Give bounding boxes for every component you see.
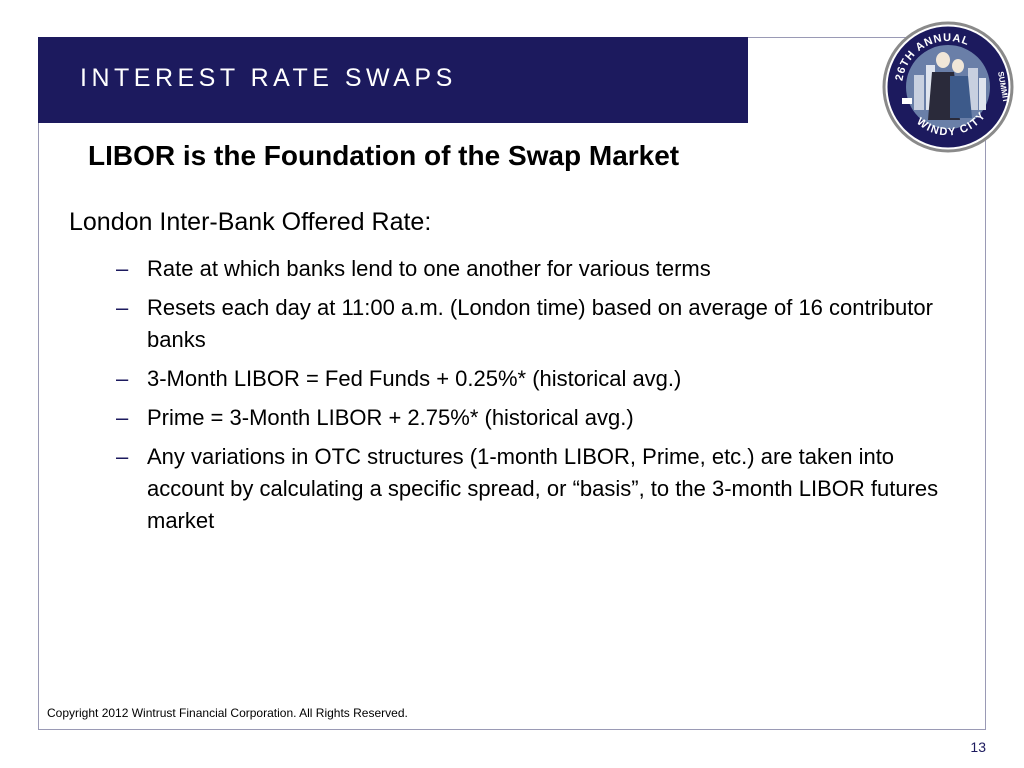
dash-marker: –	[116, 366, 129, 391]
dash-marker: –	[116, 405, 129, 430]
list-item: – Resets each day at 11:00 a.m. (London …	[116, 292, 966, 356]
dash-marker: –	[116, 256, 129, 281]
bullet-list: – Rate at which banks lend to one anothe…	[116, 253, 966, 544]
dash-marker: –	[116, 295, 129, 320]
header-band	[38, 37, 748, 123]
bullet-text: Resets each day at 11:00 a.m. (London ti…	[147, 295, 933, 352]
list-item: – Rate at which banks lend to one anothe…	[116, 253, 966, 285]
list-item: – Any variations in OTC structures (1-mo…	[116, 441, 966, 537]
bullet-text: Any variations in OTC structures (1-mont…	[147, 444, 939, 533]
page-number: 13	[970, 739, 986, 755]
copyright-footer: Copyright 2012 Wintrust Financial Corpor…	[47, 706, 408, 720]
lead-text: London Inter-Bank Offered Rate:	[69, 208, 432, 236]
header-title: INTEREST RATE SWAPS	[80, 64, 457, 92]
windy-city-summit-logo-icon: 26TH ANNUAL WINDY CITY SUMMIT	[882, 21, 1014, 153]
list-item: – 3-Month LIBOR = Fed Funds + 0.25%* (hi…	[116, 363, 966, 395]
list-item: – Prime = 3-Month LIBOR + 2.75%* (histor…	[116, 402, 966, 434]
bullet-text: Rate at which banks lend to one another …	[147, 256, 711, 281]
dash-marker: –	[116, 444, 129, 469]
bullet-text: 3-Month LIBOR = Fed Funds + 0.25%* (hist…	[147, 366, 682, 391]
bullet-text: Prime = 3-Month LIBOR + 2.75%* (historic…	[147, 405, 634, 430]
slide-subtitle: LIBOR is the Foundation of the Swap Mark…	[88, 140, 680, 171]
